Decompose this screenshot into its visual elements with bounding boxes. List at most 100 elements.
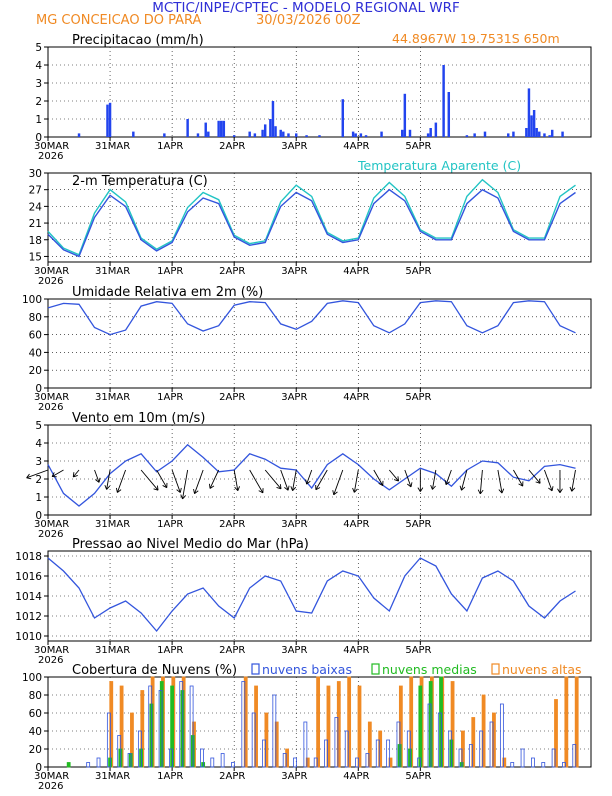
cloud-bar-nuvens-baixas <box>520 748 525 768</box>
cloud-bar-nuvens-baixas <box>241 681 246 768</box>
cloud-bar-nuvens-baixas <box>158 690 163 768</box>
cloud-bar-nuvens-baixas <box>251 712 256 768</box>
wind-arrow-head <box>162 482 168 489</box>
x-tick-label: 5APR <box>405 392 431 403</box>
series-temperatura-aparente <box>47 178 576 256</box>
y-tick-label: 1 <box>35 492 42 504</box>
wind-arrow <box>116 469 126 493</box>
wind-arrow <box>51 469 64 477</box>
precip-bar <box>220 120 223 137</box>
precip-bar <box>530 115 533 137</box>
cloud-bar-nuvens-altas <box>285 748 289 768</box>
cloud-bar-nuvens-baixas <box>137 730 142 768</box>
cloud-bar-nuvens-baixas <box>106 712 111 768</box>
wind-arrow-head <box>378 480 384 486</box>
cloud-bar-nuvens-altas <box>326 685 331 768</box>
plot-frame <box>47 298 592 389</box>
wind-arrow-head <box>459 485 466 491</box>
cloud-bar-nuvens-baixas <box>262 739 266 768</box>
wind-arrow <box>94 469 100 483</box>
x-tick-label: 31MAR <box>95 645 130 656</box>
panel-title-precipitacao: Precipitacao (mm/h) <box>72 33 204 48</box>
wind-arrow-head <box>352 487 358 493</box>
x-tick-label: 31MAR <box>95 266 130 277</box>
wind-arrow-head <box>104 484 111 490</box>
cloud-bar-nuvens-baixas <box>293 757 297 768</box>
precip-bar <box>295 133 298 137</box>
cloud-bar-nuvens-baixas <box>551 748 556 768</box>
wind-arrow <box>233 469 239 491</box>
y-tick-label: 4 <box>35 60 42 72</box>
x-tick-label: 30MAR <box>34 771 69 782</box>
y-tick-label: 0 <box>35 762 42 774</box>
x-tick-label: 4APR <box>343 392 369 403</box>
wind-arrow <box>156 469 168 488</box>
y-tick-label: 1012 <box>15 611 42 623</box>
cloud-bar-nuvens-baixas <box>531 757 535 768</box>
x-tick-label: 3APR <box>281 645 307 656</box>
precip-bar <box>548 135 551 137</box>
cloud-bar-nuvens-baixas <box>117 735 122 768</box>
wind-arrow <box>306 469 313 485</box>
series-pressao <box>47 557 576 633</box>
cloud-bar-nuvens-medias <box>418 685 423 768</box>
panel-title-pressao: Pressao ao Nivel Medio do Mar (hPa) <box>72 537 309 552</box>
panel-title-vento: Vento em 10m (m/s) <box>72 411 205 426</box>
cloud-bar-nuvens-altas <box>502 757 507 768</box>
x-tick-label: 5APR <box>405 771 431 782</box>
precip-bar <box>341 99 344 137</box>
y-tick-label: 0 <box>35 510 42 522</box>
precip-bar <box>380 131 383 137</box>
x-tick-label: 30MAR <box>34 392 69 403</box>
wind-arrow-head <box>548 486 554 492</box>
x-tick-label: 31MAR <box>95 771 130 782</box>
x-tick-label: 30MAR <box>34 519 69 530</box>
wind-arrow <box>513 469 524 487</box>
wind-arrow-head <box>234 486 241 491</box>
x-tick-label: 3APR <box>281 392 307 403</box>
precip-bar <box>364 135 368 137</box>
cloud-bar-nuvens-baixas <box>344 730 349 768</box>
wind-arrow <box>497 469 503 494</box>
wind-arrow <box>106 469 111 490</box>
precip-bar <box>426 133 430 137</box>
precip-bar <box>271 101 275 137</box>
cloud-bar-nuvens-baixas <box>499 703 504 768</box>
x-tick-label: 30MAR <box>34 266 69 277</box>
legend-swatch <box>251 663 260 675</box>
precip-bar <box>163 133 166 137</box>
cloud-bar-nuvens-altas <box>274 721 279 768</box>
wind-arrow <box>445 469 452 485</box>
wind-arrow-head <box>72 472 78 478</box>
y-tick-label: 0 <box>35 132 42 144</box>
cloud-bar-nuvens-altas <box>305 757 310 768</box>
wind-arrow <box>182 469 189 500</box>
cloud-bar-nuvens-baixas <box>272 694 277 768</box>
cloud-bar-nuvens-baixas <box>282 753 287 768</box>
cloud-bar-nuvens-baixas <box>479 730 484 768</box>
panel-5: 1010 1012 1014 1016 1018 30MAR 31MAR 1APR 2APR 3A… <box>15 537 592 666</box>
precip-bar <box>106 104 109 137</box>
precip-bar <box>507 133 510 137</box>
wind-arrow-head <box>332 490 338 496</box>
x-tick-label: 31MAR <box>95 392 130 403</box>
wind-arrow-head <box>393 476 400 482</box>
cloud-bar-nuvens-baixas <box>169 748 173 768</box>
precip-bar <box>525 128 528 137</box>
plot-frame <box>47 46 592 138</box>
y-tick-label: 3 <box>35 78 42 90</box>
precip-bar <box>132 131 135 137</box>
x-tick-label: 3APR <box>281 771 307 782</box>
precip-bar <box>204 122 207 137</box>
precip-bar <box>186 119 189 137</box>
cloud-bar-nuvens-baixas <box>220 753 225 768</box>
x-tick-label: 2APR <box>219 266 245 277</box>
cloud-bar-nuvens-baixas <box>96 757 101 768</box>
y-tick-label: 5 <box>35 42 42 54</box>
wind-arrow-head <box>176 487 182 493</box>
series-vento <box>47 443 576 507</box>
y-tick-label: 1016 <box>15 571 42 583</box>
cloud-bar-nuvens-baixas <box>303 721 308 768</box>
